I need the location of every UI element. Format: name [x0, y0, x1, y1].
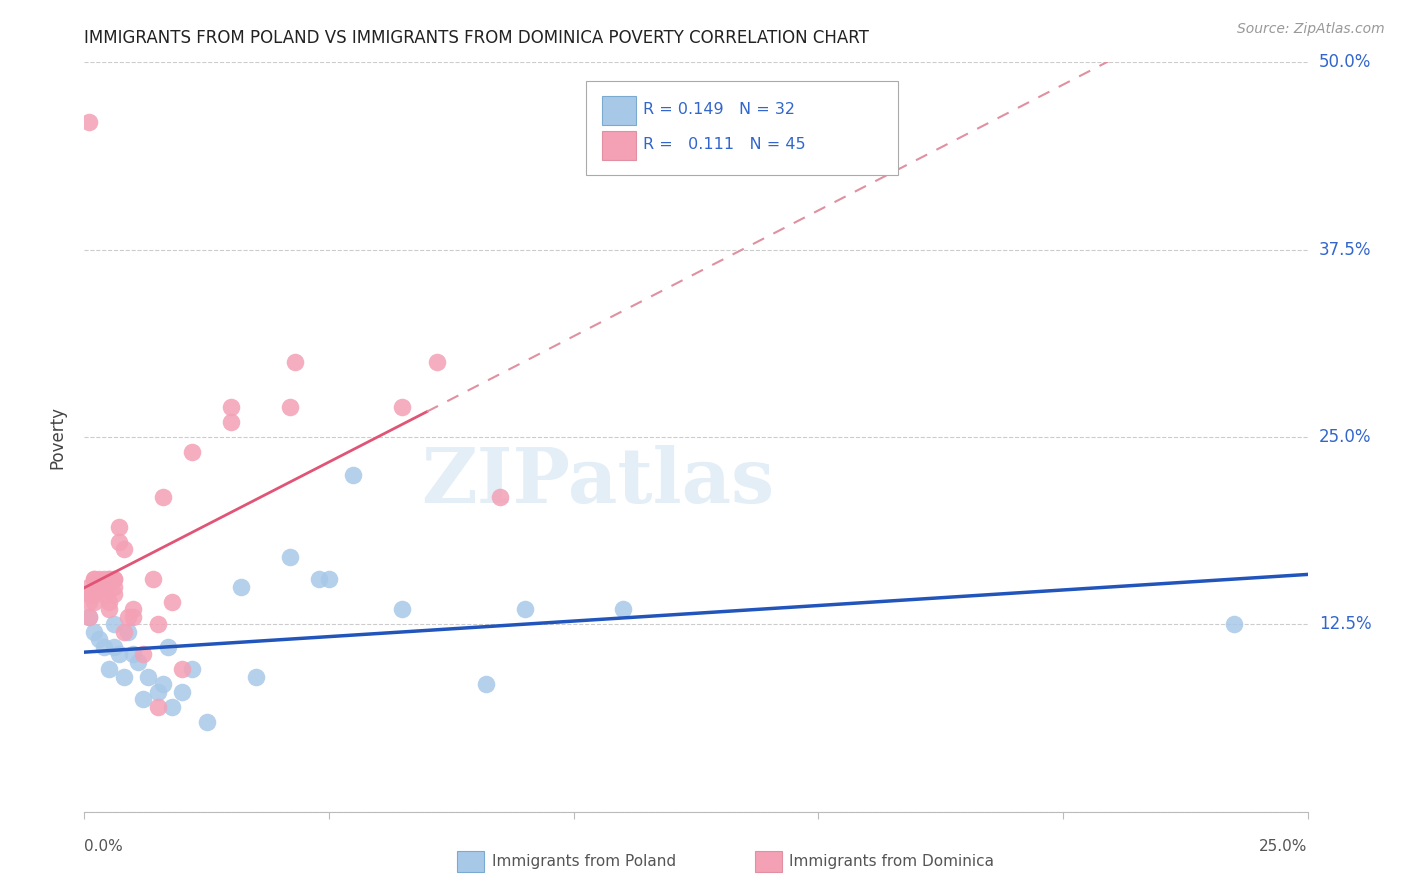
Text: 12.5%: 12.5%: [1319, 615, 1371, 633]
Point: [132, 648, 155, 662]
Point: [172, 662, 194, 676]
Point: [162, 595, 184, 609]
Point: [342, 467, 364, 482]
Point: [77, 610, 100, 624]
Point: [83, 587, 105, 601]
Text: IMMIGRANTS FROM POLAND VS IMMIGRANTS FROM DOMINICA POVERTY CORRELATION CHART: IMMIGRANTS FROM POLAND VS IMMIGRANTS FRO…: [84, 29, 869, 47]
Point: [426, 355, 449, 369]
Point: [117, 624, 139, 639]
Point: [87, 632, 110, 647]
Point: [195, 714, 218, 729]
Point: [77, 580, 100, 594]
Point: [391, 400, 413, 414]
Point: [77, 610, 100, 624]
Point: [513, 602, 536, 616]
Text: R =   0.111   N = 45: R = 0.111 N = 45: [644, 137, 806, 153]
Point: [156, 640, 179, 654]
Point: [87, 580, 110, 594]
FancyBboxPatch shape: [457, 851, 484, 871]
Point: [146, 685, 169, 699]
Point: [489, 490, 512, 504]
Text: Immigrants from Dominica: Immigrants from Dominica: [789, 854, 994, 869]
Point: [122, 648, 145, 662]
Point: [474, 677, 496, 691]
Point: [172, 685, 194, 699]
Point: [245, 670, 267, 684]
Point: [103, 640, 125, 654]
Point: [83, 595, 105, 609]
Point: [97, 573, 120, 587]
Point: [122, 610, 145, 624]
Point: [132, 692, 155, 706]
Point: [152, 490, 174, 504]
Point: [93, 587, 115, 601]
FancyBboxPatch shape: [602, 96, 636, 125]
Point: [83, 573, 105, 587]
Point: [93, 580, 115, 594]
Point: [103, 573, 125, 587]
Point: [142, 573, 165, 587]
Text: 37.5%: 37.5%: [1319, 241, 1371, 259]
Point: [93, 573, 115, 587]
Point: [103, 617, 125, 632]
Point: [229, 580, 252, 594]
Point: [219, 415, 242, 429]
Point: [318, 573, 340, 587]
Point: [77, 587, 100, 601]
Point: [77, 595, 100, 609]
Point: [117, 610, 139, 624]
Point: [97, 602, 120, 616]
Point: [97, 595, 120, 609]
Text: 50.0%: 50.0%: [1319, 54, 1371, 71]
Point: [107, 520, 129, 534]
Point: [107, 535, 129, 549]
Point: [612, 602, 634, 616]
Point: [181, 445, 204, 459]
Point: [103, 573, 125, 587]
Text: R = 0.149   N = 32: R = 0.149 N = 32: [644, 103, 796, 117]
Y-axis label: Poverty: Poverty: [48, 406, 66, 468]
Point: [278, 400, 301, 414]
Point: [162, 699, 184, 714]
Point: [97, 573, 120, 587]
FancyBboxPatch shape: [602, 131, 636, 160]
Point: [127, 655, 149, 669]
Point: [112, 542, 135, 557]
Point: [77, 587, 100, 601]
Point: [391, 602, 413, 616]
Text: Source: ZipAtlas.com: Source: ZipAtlas.com: [1237, 22, 1385, 37]
Point: [107, 648, 129, 662]
Point: [83, 624, 105, 639]
Text: ZIPatlas: ZIPatlas: [422, 445, 775, 519]
Point: [97, 662, 120, 676]
Point: [219, 400, 242, 414]
Point: [83, 573, 105, 587]
Text: Immigrants from Poland: Immigrants from Poland: [492, 854, 676, 869]
Point: [146, 699, 169, 714]
Point: [122, 602, 145, 616]
Point: [152, 677, 174, 691]
Point: [112, 624, 135, 639]
Point: [146, 617, 169, 632]
Point: [284, 355, 307, 369]
Point: [181, 662, 204, 676]
Point: [278, 549, 301, 564]
Text: 25.0%: 25.0%: [1319, 428, 1371, 446]
Point: [93, 640, 115, 654]
Point: [103, 587, 125, 601]
Text: 25.0%: 25.0%: [1260, 839, 1308, 855]
Point: [87, 573, 110, 587]
Point: [103, 580, 125, 594]
Point: [77, 115, 100, 129]
FancyBboxPatch shape: [586, 81, 898, 175]
Point: [136, 670, 159, 684]
Point: [112, 670, 135, 684]
Point: [308, 573, 330, 587]
FancyBboxPatch shape: [755, 851, 782, 871]
Point: [1223, 617, 1246, 632]
Text: 0.0%: 0.0%: [84, 839, 124, 855]
